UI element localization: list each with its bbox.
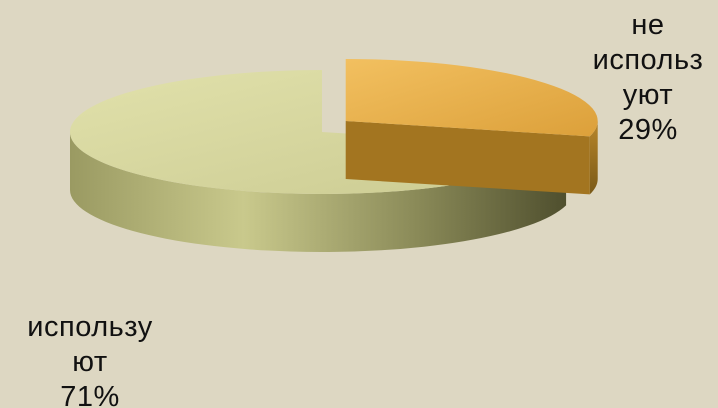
slice-label-used-line-2: ют <box>72 346 108 378</box>
pie-slice-top-not-used <box>345 58 598 137</box>
slice-value-not-used: 29% <box>618 114 678 146</box>
pie-slice-side-not-used <box>589 120 598 195</box>
pie-slice-side-used <box>70 132 567 253</box>
slice-label-not-used-line-2: использ <box>592 44 704 76</box>
pie-slice-not-used <box>345 58 598 195</box>
slice-value-used: 71% <box>60 381 120 408</box>
slice-label-not-used-line-3: уют <box>622 79 674 111</box>
slice-label-not-used-line-1: не <box>631 9 665 41</box>
slice-label-used: использу ют 71% <box>0 310 180 408</box>
slice-label-not-used: не использ уют 29% <box>578 8 718 148</box>
slice-label-used-line-1: использу <box>27 311 153 343</box>
pie-slice-face-not-used <box>345 120 590 195</box>
